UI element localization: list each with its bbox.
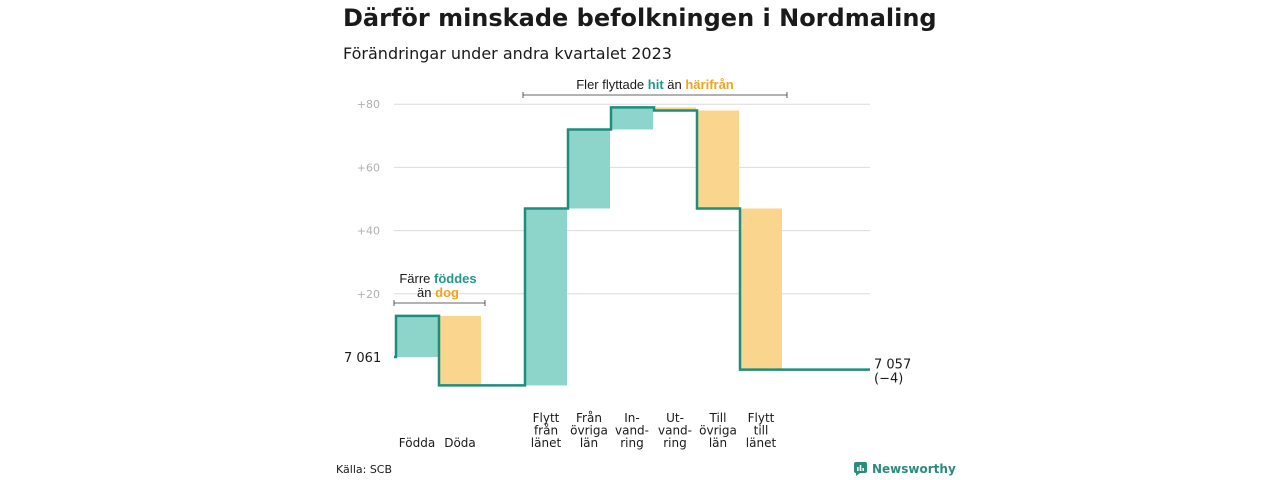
running-total-line [394,106,870,387]
gridlines [394,103,870,295]
moves-annotation: Fler flyttade hit än härifrån [576,77,734,92]
births-text: Färre [399,271,430,286]
category-label: vand- [615,424,649,438]
bars [396,107,782,386]
category-label: Flytt [748,411,775,425]
start-value-label: 7 061 [344,351,381,366]
y-tick-label: +20 [357,288,380,301]
brand-name: Newsworthy [872,462,956,476]
category-label: länet [746,436,777,450]
brand-logo[interactable]: Newsworthy [854,462,956,476]
y-tick-label: +40 [357,225,380,238]
category-label: övriga [699,424,737,438]
category-label: Födda [399,436,435,450]
category-label: ring [663,436,687,450]
waterfall-bar [568,129,610,209]
births-annotation-line2: än dog [417,285,459,300]
category-label: ring [620,436,644,450]
category-label: till [754,424,769,438]
category-label: Ut- [666,411,684,425]
category-label: län [709,436,727,450]
waterfall-bar [396,315,438,357]
waterfall-bar [654,107,696,111]
chart-subtitle: Förändringar under andra kvartalet 2023 [343,44,672,63]
chart-title: Därför minskade befolkningen i Nordmalin… [343,4,937,32]
moves-text: än [664,77,682,92]
waterfall-bar [697,110,739,209]
moves-text: Fler flyttade [576,77,644,92]
y-tick-label: +80 [357,98,380,111]
category-label: In- [624,411,639,425]
category-label: Döda [444,436,476,450]
births-annotation-line1: Färre föddes [399,271,476,286]
running-total-path [394,106,870,387]
category-label: från [534,424,558,438]
category-label: Till [709,411,727,425]
births-highlight: föddes [430,271,476,286]
end-change-label: (−4) [874,372,903,387]
category-label: länet [531,436,562,450]
waterfall-bar [525,208,567,386]
category-label: län [580,436,598,450]
y-tick-label: +60 [357,161,380,174]
category-label: vand- [658,424,692,438]
waterfall-bar [439,315,481,386]
category-label: Från [576,411,602,425]
births-text: än [417,285,431,300]
moves-highlight: härifrån [682,77,734,92]
waterfall-bar [611,107,653,130]
category-label: övriga [570,424,608,438]
newsworthy-icon [854,462,867,476]
source-note: Källa: SCB [336,463,393,476]
end-value-label: 7 057 [874,358,911,373]
moves-highlight: hit [644,77,664,92]
births-highlight: dog [432,285,459,300]
category-label: Flytt [533,411,560,425]
waterfall-bar [740,208,782,370]
